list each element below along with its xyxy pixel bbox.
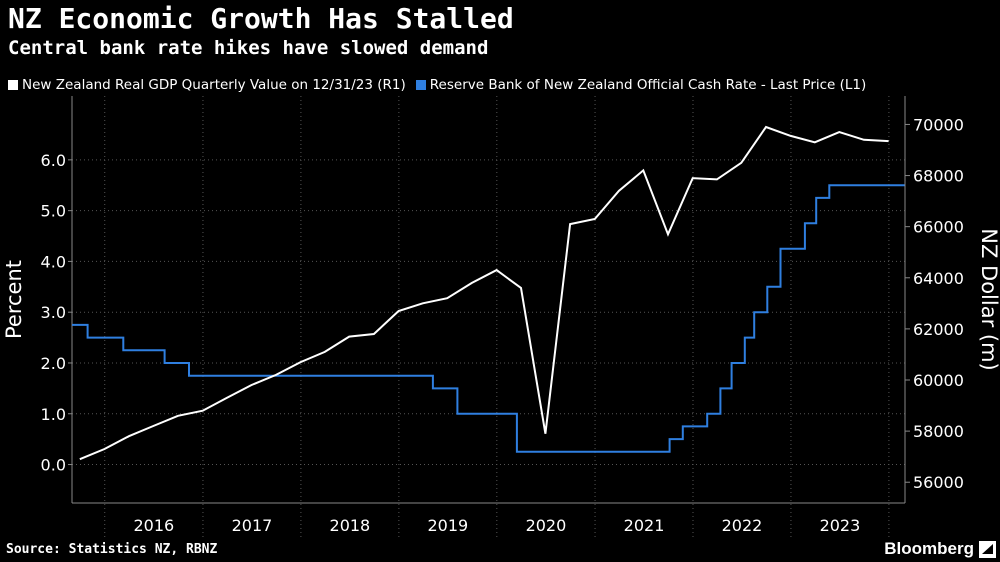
y-right-axis-title: NZ Dollar (m) — [977, 228, 1000, 370]
y-left-axis-title: Percent — [2, 260, 26, 339]
y-left-tick-label: 6.0 — [41, 151, 66, 170]
legend-swatch-ocr — [415, 80, 426, 90]
y-right-tick-label: 68000 — [913, 167, 964, 186]
y-right-tick-label: 66000 — [913, 218, 964, 237]
x-tick-label: 2019 — [427, 516, 468, 535]
y-right-tick-label: 58000 — [913, 422, 964, 441]
y-left-tick-label: 3.0 — [41, 303, 66, 322]
y-right-tick-label: 60000 — [913, 371, 964, 390]
series-line-ocr — [72, 184, 905, 453]
y-left-tick-label: 4.0 — [41, 252, 66, 271]
x-tick-label: 2020 — [526, 516, 567, 535]
legend: New Zealand Real GDP Quarterly Value on … — [8, 77, 876, 93]
y-right-tick-label: 56000 — [913, 473, 964, 492]
chart-subtitle: Central bank rate hikes have slowed dema… — [8, 37, 489, 59]
source-note: Source: Statistics NZ, RBNZ — [6, 542, 218, 557]
y-left-tick-label: 2.0 — [41, 354, 66, 373]
legend-entry-ocr: Reserve Bank of New Zealand Official Cas… — [415, 77, 867, 93]
x-tick-label: 2017 — [232, 516, 273, 535]
x-tick-label: 2021 — [624, 516, 665, 535]
x-tick-label: 2016 — [133, 516, 174, 535]
chart-title: NZ Economic Growth Has Stalled — [8, 2, 514, 35]
x-tick-label: 2022 — [722, 516, 763, 535]
y-left-tick-label: 5.0 — [41, 202, 66, 221]
series-line-gdp — [79, 125, 889, 461]
y-right-tick-label: 64000 — [913, 269, 964, 288]
legend-label-ocr: Reserve Bank of New Zealand Official Cas… — [429, 77, 867, 93]
y-left-tick-label: 0.0 — [41, 456, 66, 475]
legend-swatch-gdp — [8, 80, 18, 90]
legend-label-gdp: New Zealand Real GDP Quarterly Value on … — [22, 77, 406, 93]
y-right-tick-label: 62000 — [913, 320, 964, 339]
bloomberg-mark-icon — [979, 541, 996, 558]
x-tick-label: 2018 — [330, 516, 371, 535]
legend-entry-gdp: New Zealand Real GDP Quarterly Value on … — [8, 77, 406, 93]
x-tick-label: 2023 — [820, 516, 861, 535]
brand-logo-text: Bloomberg — [884, 539, 974, 558]
y-right-tick-label: 70000 — [913, 115, 964, 134]
y-left-tick-label: 1.0 — [41, 405, 66, 424]
